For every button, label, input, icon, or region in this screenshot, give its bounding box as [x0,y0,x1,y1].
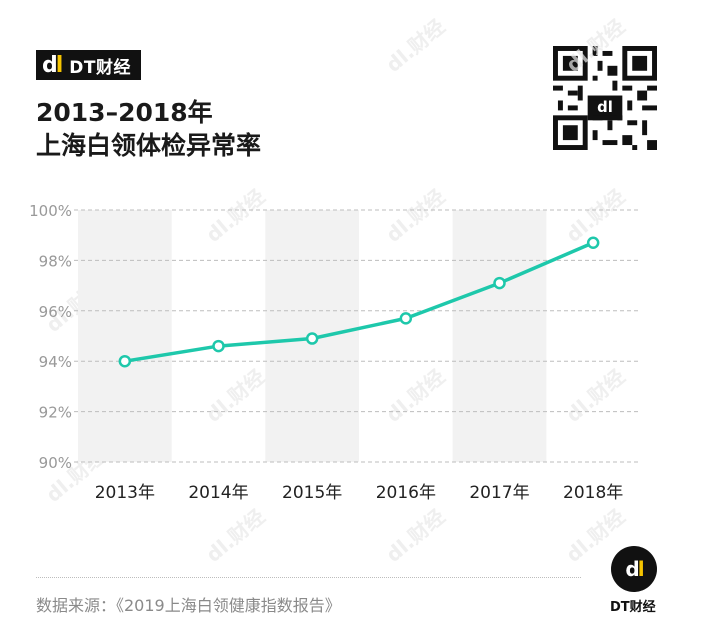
x-tick-label: 2013年 [95,483,155,503]
dt-logo-icon: dl [42,52,63,78]
source-note: 数据来源：《2019上海白领健康指数报告》 [36,596,341,615]
data-point [212,339,225,353]
x-tick-label: 2016年 [376,483,436,503]
x-tick-label: 2018年 [563,483,623,503]
y-tick-label: 98% [39,252,72,270]
footer-brand-name: DT财经 [610,600,656,615]
data-point [586,236,600,250]
brand-logo: dl DT财经 [36,50,142,80]
x-tick-label: 2017年 [469,483,529,503]
background-band [78,210,172,462]
data-point [118,354,132,368]
title-line-1: 2013–2018年 [36,98,213,127]
x-tick-label: 2014年 [188,483,248,503]
y-tick-label: 100% [29,202,72,220]
background-band [452,210,547,462]
data-point [493,276,506,290]
y-tick-label: 92% [39,404,72,422]
line-chart: 90% 92% 94% 96% 98% 100% 2013年 2014年 2015年 2016年 2… [29,202,640,503]
footer-divider [36,577,581,578]
data-point [305,332,319,345]
x-tick-label: 2015年 [282,483,342,503]
qr-code-icon: dl [553,46,657,150]
series-line [124,241,594,363]
chart-title: 2013–2018年 上海白领体检异常率 [36,96,261,162]
y-tick-label: 90% [39,454,72,472]
y-tick-label: 94% [39,353,72,371]
title-line-2: 上海白领体检异常率 [36,131,262,160]
y-tick-label: 96% [39,303,72,321]
brand-name: DT财经 [69,57,132,78]
svg-text:dl: dl [597,98,613,116]
data-point [399,312,413,325]
